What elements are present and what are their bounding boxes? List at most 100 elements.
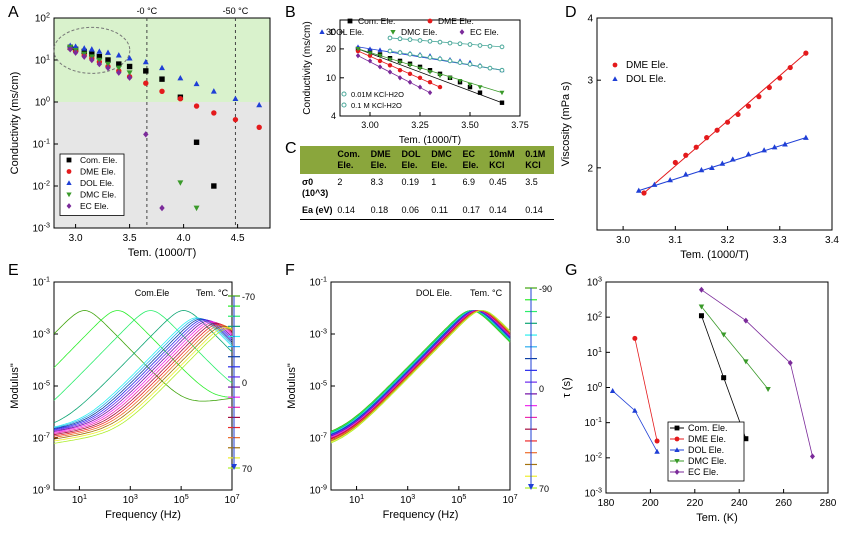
data-point: [467, 82, 473, 88]
spectrum-curve: [53, 317, 233, 429]
y-axis-label: Conductivity (ms/cm): [9, 72, 21, 175]
temperature-scale-label: -70: [242, 292, 255, 302]
data-point: [437, 39, 443, 45]
data-point: [724, 119, 731, 125]
param-table-col: 10mM KCl: [487, 146, 524, 174]
legend-marker: [674, 469, 680, 475]
param-table-cell: 0.19: [401, 177, 420, 187]
temperature-scale-label: -90: [539, 284, 552, 294]
x-axis-label: Tem. (K): [696, 512, 738, 524]
data-point: [698, 286, 704, 293]
data-point: [367, 58, 373, 64]
y-tick-label: 10-9: [309, 483, 327, 497]
spectrum-curve: [53, 320, 233, 432]
data-point: [407, 51, 413, 57]
plot-frame: [53, 17, 271, 229]
plot-frame: [596, 17, 833, 231]
data-point: [397, 67, 403, 73]
y-tick-label: 10-5: [32, 379, 50, 393]
x-tick-label: 107: [224, 492, 239, 506]
param-table: Com. Ele. DME Ele. DOL Ele. DMC Ele. EC …: [300, 146, 554, 220]
x-tick-label: 3.3: [773, 235, 787, 246]
data-point: [683, 152, 689, 158]
data-point: [177, 180, 184, 186]
data-point: [193, 80, 200, 87]
y-tick-label: 10-1: [32, 137, 50, 151]
data-point: [177, 95, 184, 102]
temperature-scale-label: 70: [539, 484, 549, 494]
x-tick-label: 3.25: [411, 120, 429, 130]
data-point: [126, 63, 133, 70]
x-tick-label: 3.1: [668, 235, 682, 246]
data-point: [743, 317, 749, 324]
param-table-col: EC Ele.: [460, 146, 488, 174]
legend-marker: [459, 29, 465, 35]
data-point: [377, 53, 383, 59]
legend-label: DOL Ele.: [80, 178, 114, 188]
y-axis-label: Modulus": [286, 363, 298, 409]
param-table-cell: 0.06: [399, 202, 430, 220]
y-tick-label: 2: [587, 163, 593, 174]
data-point: [477, 85, 483, 90]
param-table-col: DME Ele.: [368, 146, 400, 174]
data-point: [765, 386, 771, 392]
data-point: [159, 88, 165, 94]
spectrum-curve: [53, 310, 233, 401]
legend-marker: [66, 180, 72, 186]
data-point: [387, 48, 393, 54]
data-point: [427, 90, 433, 96]
x-axis-label: Tem. (1000/T): [128, 247, 196, 259]
spectrum-curve: [53, 321, 233, 434]
data-point: [126, 74, 133, 81]
data-point: [477, 90, 483, 95]
spectrum-curve: [53, 325, 233, 440]
data-point: [427, 79, 433, 85]
data-point: [487, 43, 493, 49]
spectrum-curve: [330, 310, 511, 432]
x-tick-label: 103: [400, 492, 415, 506]
data-point: [499, 67, 505, 73]
data-point: [96, 57, 103, 64]
x-tick-label: 105: [451, 492, 466, 506]
panel-label-a: A: [8, 4, 19, 21]
data-point: [437, 73, 443, 79]
panel-label-g: G: [565, 262, 578, 279]
data-point: [159, 76, 165, 82]
legend-marker: [674, 425, 680, 431]
x-tick-label: 200: [642, 498, 659, 509]
temperature-scale-arrowhead: [528, 484, 534, 490]
legend-label: Com. Ele.: [688, 423, 728, 433]
param-table-row: σ0 (10^3) 2 8.3 0.19 1 6.9 0.45 3.5: [300, 174, 554, 202]
x-axis-label: Tem. (1000/T): [680, 249, 748, 261]
temperature-scale-title: Tem. °C: [470, 288, 503, 298]
legend-marker: [674, 458, 680, 464]
legend-marker: [66, 192, 72, 198]
series-line: [612, 390, 658, 452]
temperature-scale-label: 0: [539, 384, 544, 394]
legend-marker: [674, 447, 680, 453]
param-table-corner: [300, 146, 336, 174]
y-tick-label: 10-5: [309, 379, 327, 393]
y-tick-label: 100: [35, 95, 50, 109]
x-tick-label: 3.0: [616, 235, 630, 246]
data-point: [89, 51, 95, 57]
data-point: [447, 40, 453, 46]
data-point: [698, 167, 705, 173]
y-tick-label: 30: [326, 27, 336, 37]
data-point: [115, 52, 122, 58]
data-point: [193, 139, 200, 145]
legend-marker: [319, 29, 325, 35]
data-point: [387, 35, 393, 41]
data-point: [126, 55, 133, 61]
y-axis-label: τ (s): [561, 377, 573, 397]
y-tick-label: 102: [35, 11, 50, 25]
param-table-col: DMC Ele.: [429, 146, 461, 174]
x-tick-label: 103: [123, 492, 138, 506]
data-point: [116, 69, 122, 76]
data-point: [81, 53, 87, 60]
data-point: [142, 58, 149, 65]
spectrum-curve: [330, 310, 511, 433]
temperature-scale-label: 0: [242, 378, 247, 388]
data-point: [427, 70, 433, 75]
param-table-col: Com. Ele.: [335, 146, 369, 174]
